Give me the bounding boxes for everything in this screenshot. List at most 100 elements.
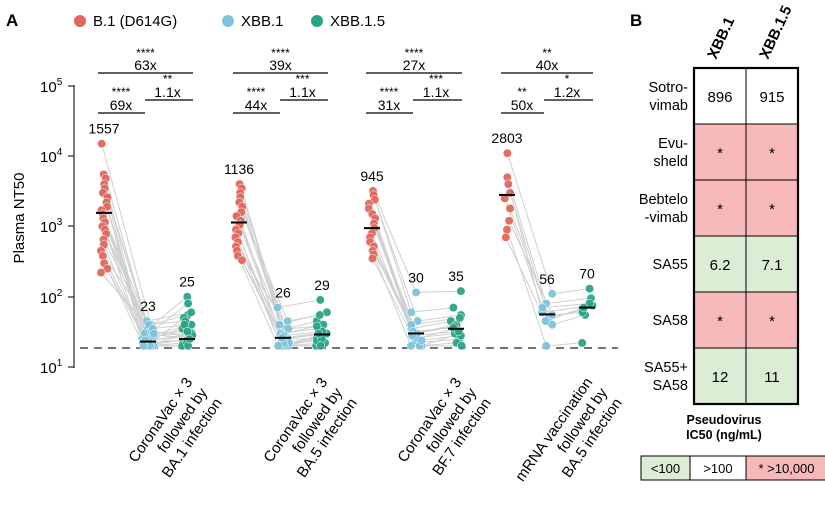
data-point xyxy=(505,204,515,213)
significance-stars: **** xyxy=(405,46,424,60)
row-label: Sotro-vimab xyxy=(649,80,689,114)
row-label-line: sheld xyxy=(653,154,688,170)
geomean-label: 1136 xyxy=(224,161,254,177)
data-point xyxy=(547,289,557,299)
data-point xyxy=(537,303,547,313)
y-tick-label: 102 xyxy=(40,288,63,307)
ic50-legend-box xyxy=(689,455,747,481)
cell-value: * xyxy=(717,145,723,162)
ic50-legend-label: <100 xyxy=(651,461,680,476)
ic50-legend-label: >100 xyxy=(703,461,732,476)
y-tick-100000: 105 xyxy=(40,77,74,96)
geomean-label: 70 xyxy=(579,266,595,282)
y-tick-exp: 1 xyxy=(57,358,63,369)
row-label-line: Sotro- xyxy=(649,80,689,96)
ic50-legend-title: Pseudovirus IC50 (ng/mL) xyxy=(686,413,762,442)
data-point xyxy=(504,216,514,226)
legend-marker-xbb1 xyxy=(222,15,234,27)
data-point xyxy=(502,148,512,158)
geomean-label: 1557 xyxy=(88,121,119,137)
cell-value: 6.2 xyxy=(710,257,731,274)
row-label-line: -vimab xyxy=(644,210,688,226)
data-point xyxy=(406,307,416,317)
y-tick-exp: 2 xyxy=(57,288,63,299)
y-tick-10: 101 xyxy=(40,358,74,377)
row-label-line: Bebtelo xyxy=(639,192,688,208)
cell-value: 7.1 xyxy=(762,257,783,274)
data-point xyxy=(457,341,467,351)
row-label: Evu-sheld xyxy=(653,136,688,170)
y-tick-1000: 103 xyxy=(40,217,74,236)
panel-a-label: A xyxy=(6,11,18,30)
y-axis: 101 102 103 104 105 xyxy=(40,77,75,377)
data-point xyxy=(274,320,284,330)
y-tick-base: 10 xyxy=(40,149,57,166)
data-point xyxy=(312,321,322,331)
significance-stars: **** xyxy=(380,85,399,99)
pairing-line xyxy=(504,198,590,309)
geomean-label: 25 xyxy=(179,274,195,290)
row-label-line: vimab xyxy=(649,98,688,114)
data-point xyxy=(237,255,247,265)
significance-stars: ** xyxy=(517,85,527,99)
fold-change: 40x xyxy=(536,57,559,73)
significance-stars: **** xyxy=(112,85,131,99)
data-point xyxy=(315,310,325,320)
data-point xyxy=(183,299,193,308)
y-tick-label: 103 xyxy=(40,217,63,236)
fold-change: 31x xyxy=(378,97,401,113)
y-tick-exp: 3 xyxy=(57,217,63,228)
data-point xyxy=(455,313,465,323)
y-tick-label: 104 xyxy=(40,147,63,166)
data-point xyxy=(541,341,551,351)
table-cell xyxy=(745,179,799,237)
significance-stars: **** xyxy=(271,46,290,60)
data-point xyxy=(283,316,293,326)
y-tick-exp: 5 xyxy=(57,77,63,88)
fold-change: 27x xyxy=(403,57,426,73)
geomean-label: 945 xyxy=(360,168,384,184)
table-cell xyxy=(745,67,799,125)
y-tick-base: 10 xyxy=(40,79,57,96)
legend-label-b1: B.1 (D614G) xyxy=(93,13,177,30)
fold-change: 1.1x xyxy=(423,84,449,100)
x-category-label: CoronaVac × 3followed byBF.7 infection xyxy=(394,374,495,486)
table-cell xyxy=(745,235,799,293)
legend-label-xbb1: XBB.1 xyxy=(241,13,284,30)
data-point xyxy=(503,179,513,189)
legend-label-xbb15: XBB.1.5 xyxy=(330,13,385,30)
cell-value: 915 xyxy=(759,89,784,106)
significance-stars: *** xyxy=(429,72,443,86)
ic50-legend-title-line: IC50 (ng/mL) xyxy=(686,428,762,442)
data-point xyxy=(501,232,511,242)
row-label: SA55 xyxy=(653,257,688,273)
y-tick-10000: 104 xyxy=(40,147,74,166)
geomean-label: 35 xyxy=(448,268,464,284)
pairing-line xyxy=(506,229,583,347)
data-point xyxy=(273,303,282,313)
data-point xyxy=(541,316,551,326)
table-cell xyxy=(693,67,747,125)
row-label: SA55+ SA58 xyxy=(644,360,688,394)
table-cell xyxy=(693,123,747,181)
geomean-label: 2803 xyxy=(491,130,522,146)
y-axis-label: Plasma NT50 xyxy=(11,173,28,264)
data-point xyxy=(368,254,377,263)
table-cell xyxy=(745,123,799,181)
data-point xyxy=(284,324,293,334)
row-label-line: SA55+ xyxy=(644,360,688,376)
fold-change: 39x xyxy=(269,57,292,73)
x-category-label: CoronaVac × 3followed byBA.1 infection xyxy=(125,374,226,486)
data-point xyxy=(406,341,416,351)
data-point xyxy=(149,329,159,338)
fold-change: 50x xyxy=(511,97,534,113)
fold-change: 1.1x xyxy=(289,84,315,100)
antibody-table: XBB.1 XBB.1.5 Sotro-vimab 896 915 Evu-sheld * *… xyxy=(639,3,825,481)
significance-stars: **** xyxy=(136,46,155,60)
ic50-legend-box xyxy=(745,455,825,481)
significance-stars: **** xyxy=(247,85,266,99)
